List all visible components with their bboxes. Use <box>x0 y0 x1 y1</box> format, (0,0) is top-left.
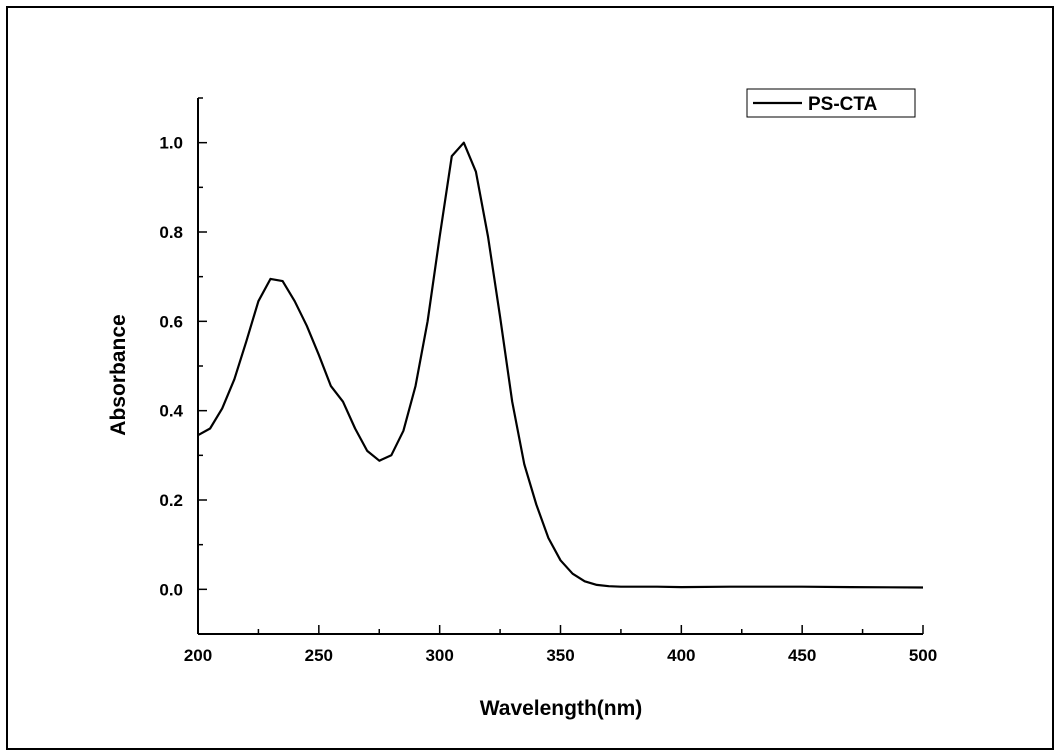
plot-area: 200 250 300 350 400 450 500 0.0 0.2 0.4 0.6 0.8 1.0 <box>159 97 937 665</box>
x-tick-label: 200 <box>184 646 212 665</box>
y-tick-label: 0.2 <box>159 491 183 510</box>
x-tick-label: 500 <box>909 646 937 665</box>
x-tick-label: 450 <box>788 646 816 665</box>
y-tick-label: 0.4 <box>159 402 183 421</box>
y-tick-label: 0.0 <box>159 580 183 599</box>
y-axis-label: Absorbance <box>107 314 130 435</box>
y-tick-label: 1.0 <box>159 134 183 153</box>
series-line-ps-cta <box>197 141 924 589</box>
x-tick-label: 350 <box>546 646 574 665</box>
x-axis-label: Wavelength(nm) <box>480 697 643 720</box>
x-tick-label: 400 <box>667 646 695 665</box>
x-tick-label: 250 <box>305 646 333 665</box>
y-tick-label: 0.8 <box>159 223 183 242</box>
outer-border <box>6 6 1054 750</box>
legend[interactable]: PS-CTA <box>746 88 916 118</box>
x-tick-label: 300 <box>425 646 453 665</box>
y-tick-label: 0.6 <box>159 312 183 331</box>
legend-label-ps-cta: PS-CTA <box>808 94 878 115</box>
